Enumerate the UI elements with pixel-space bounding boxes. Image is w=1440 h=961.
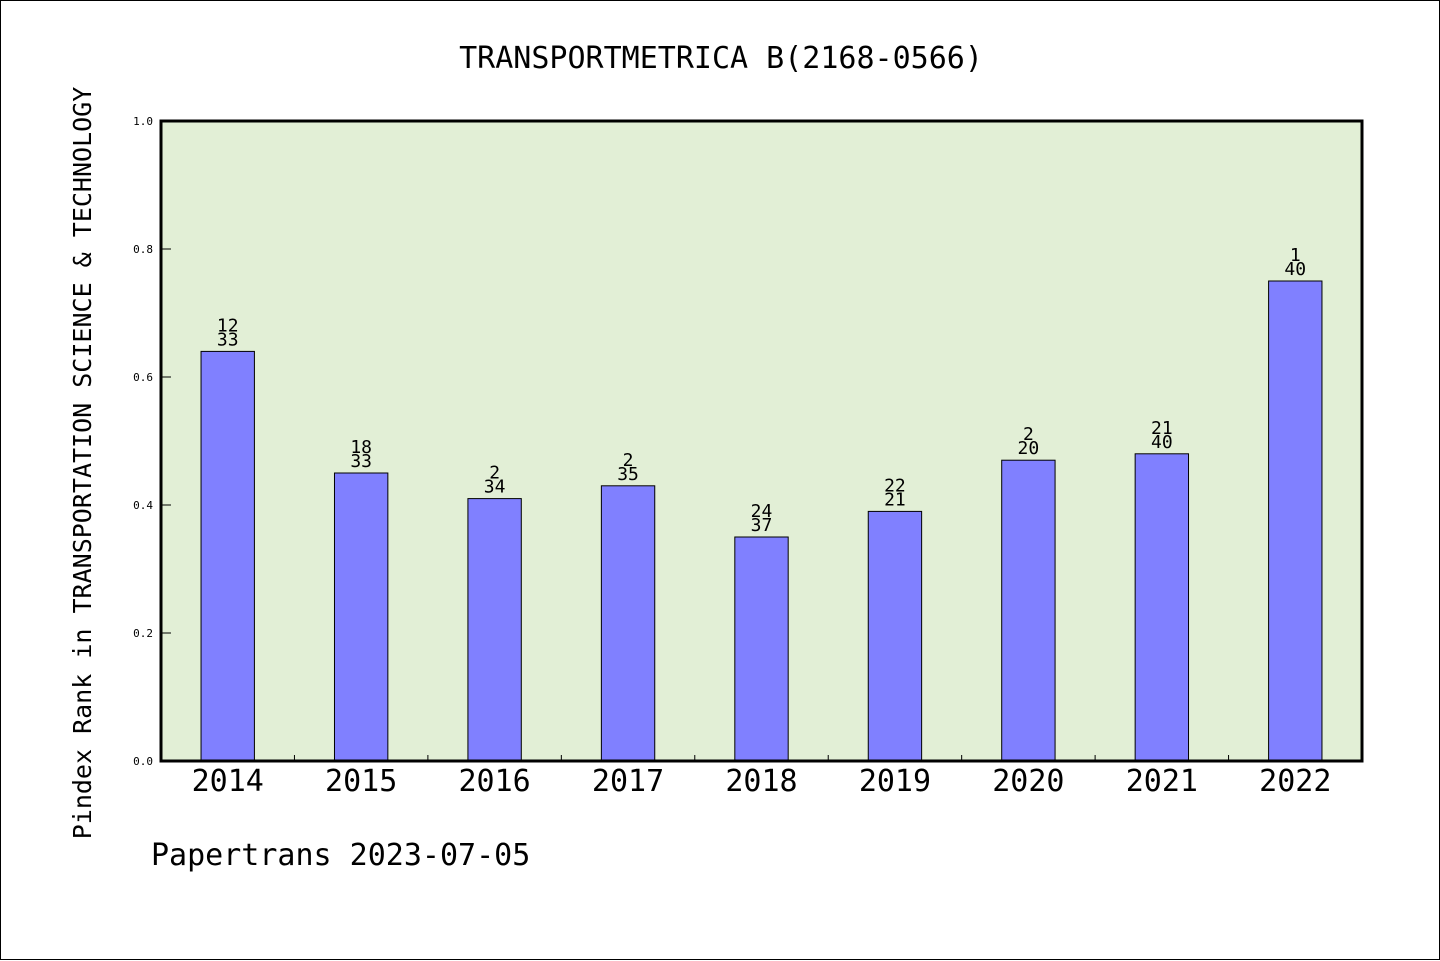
y-axis-label: Pindex Rank in TRANSPORTATION SCIENCE & … xyxy=(68,87,97,840)
bar-2014 xyxy=(200,350,255,762)
bar-label-bottom: 21 xyxy=(884,489,906,510)
y-tick-label: 0.0 xyxy=(133,755,153,768)
bar-label-bottom: 33 xyxy=(350,451,372,472)
x-tick-label: 2018 xyxy=(725,764,797,799)
bar-label-bottom: 20 xyxy=(1018,438,1040,459)
bar-2017 xyxy=(600,485,656,762)
x-tick-label: 2022 xyxy=(1259,764,1331,799)
bar-label-top: 2 xyxy=(1023,424,1034,445)
bar-label-bottom: 34 xyxy=(484,477,506,498)
bar-label-top: 2 xyxy=(489,463,500,484)
x-tick-label: 2021 xyxy=(1126,764,1198,799)
x-tick-label: 2015 xyxy=(325,764,397,799)
chart-title: TRANSPORTMETRICA B(2168-0566) xyxy=(459,41,983,76)
bar-label-top: 1 xyxy=(1290,245,1301,266)
bar-2015 xyxy=(333,472,389,762)
bar-2020 xyxy=(1001,459,1056,762)
footer-text: Papertrans 2023-07-05 xyxy=(151,838,530,873)
x-tick-label: 2014 xyxy=(192,764,264,799)
y-tick-label: 0.8 xyxy=(133,243,153,256)
bar-label-top: 22 xyxy=(884,475,906,496)
y-tick-label: 1.0 xyxy=(133,115,153,128)
y-tick-label: 0.6 xyxy=(133,371,153,384)
bar-label-bottom: 35 xyxy=(617,464,639,485)
bar-label-bottom: 40 xyxy=(1284,259,1306,280)
x-tick-label: 2016 xyxy=(458,764,530,799)
bar-2016 xyxy=(467,498,522,762)
y-tick-label: 0.4 xyxy=(133,499,153,512)
plot-border xyxy=(159,119,1364,763)
bar-label-bottom: 40 xyxy=(1151,432,1173,453)
x-tick-label: 2020 xyxy=(992,764,1064,799)
y-tick-label: 0.2 xyxy=(133,627,153,640)
bar-label-top: 21 xyxy=(1151,418,1173,439)
bar-label-top: 24 xyxy=(751,501,773,522)
x-tick-label: 2017 xyxy=(592,764,664,799)
bar-label-top: 18 xyxy=(350,437,372,458)
bar-2022 xyxy=(1268,280,1323,762)
bar-label-top: 12 xyxy=(217,315,239,336)
x-tick-label: 2019 xyxy=(859,764,931,799)
ticks-layer: 2014 2015 2016 2017 2018 2019 2020 2021 20220.00… xyxy=(133,115,1331,799)
bar-2018 xyxy=(734,536,789,762)
bar-label-bottom: 37 xyxy=(751,515,773,536)
bar-label-bottom: 33 xyxy=(217,329,239,350)
bar-label-top: 2 xyxy=(623,450,634,471)
bar-2021 xyxy=(1134,453,1190,762)
bar-2019 xyxy=(867,510,923,762)
